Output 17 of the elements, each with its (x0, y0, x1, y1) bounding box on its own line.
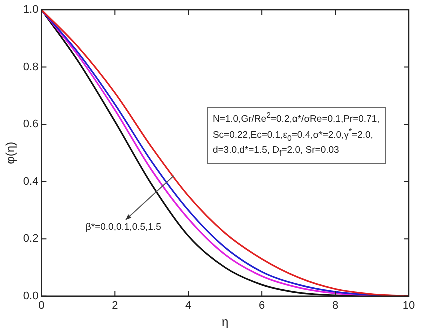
y-axis-title: φ(η) (4, 142, 18, 164)
x-tick-label: 2 (112, 300, 118, 312)
x-tick-label: 8 (332, 300, 339, 312)
x-tick-label: 6 (259, 300, 266, 312)
y-tick-label: 0.2 (23, 233, 39, 246)
x-axis-title: η (222, 315, 229, 330)
y-tick-label: 0.8 (23, 61, 39, 74)
text: N=1.0,Gr/Re$^{2}$=0.2,α*/σRe=0.1,Pr=0.71, Sc=0.22,Ec=0.1,ε$_{0}$=0.4,σ*=2.0,γ$^{*}$=2.0, d=3.0,d*=1.5, D$_{f}$=2.0, Sr=0.03 (212, 111, 380, 158)
y-tick-label: 1.0 (23, 4, 39, 16)
y-tick-label: 0.0 (23, 290, 39, 302)
line-series (42, 10, 409, 296)
x-tick-label: 0 (38, 300, 45, 312)
annotation: β*=0.0,0.1,0.5,1.5 (86, 222, 162, 235)
x-tick-label: 4 (186, 300, 192, 312)
x-tick-label: 10 (402, 300, 416, 312)
y-tick-label: 0.6 (23, 118, 39, 131)
y-tick-label: 0.4 (23, 176, 39, 188)
